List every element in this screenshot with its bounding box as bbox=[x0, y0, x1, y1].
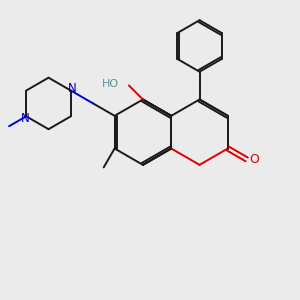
Text: N: N bbox=[68, 82, 76, 95]
Text: O: O bbox=[250, 153, 260, 166]
Text: HO: HO bbox=[102, 80, 119, 89]
Text: N: N bbox=[21, 112, 30, 125]
